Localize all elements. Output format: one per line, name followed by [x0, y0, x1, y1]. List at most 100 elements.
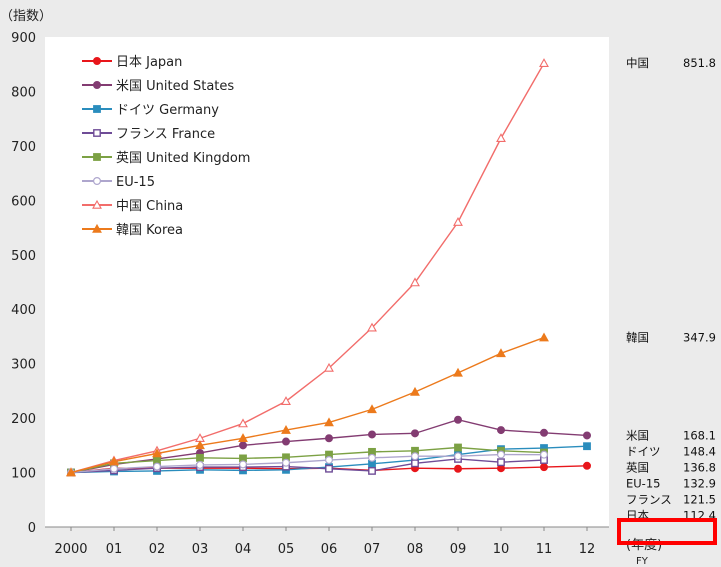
legend-swatch-marker: [92, 223, 102, 233]
data-point: [454, 415, 463, 424]
y-tick-label: 100: [11, 467, 36, 482]
end-label-value: 168.1: [683, 428, 716, 442]
data-point: [368, 453, 377, 462]
data-point: [539, 463, 548, 472]
data-point: [195, 440, 205, 450]
data-point: [453, 367, 463, 377]
data-point: [282, 437, 291, 446]
data-point: [239, 460, 248, 469]
x-tick-label: 08: [407, 542, 424, 557]
legend-item: EU-15: [82, 175, 155, 190]
end-label-value: 121.5: [683, 492, 716, 506]
legend-swatch-marker: [92, 199, 102, 209]
data-point: [454, 464, 463, 473]
plot-area: [45, 37, 609, 527]
x-tick-label: 09: [450, 542, 467, 557]
data-point: [496, 133, 506, 143]
legend-item: 中国 China: [82, 199, 183, 214]
end-label-name: 米国: [626, 428, 649, 442]
end-label: フランス 121.5: [626, 492, 716, 506]
legend-label: ドイツ Germany: [116, 103, 219, 118]
legend: 日本 Japan 米国 United States ドイツ Germany フランス …: [82, 55, 250, 238]
end-label: EU-15 132.9: [626, 476, 716, 490]
x-tick-label: 06: [321, 542, 338, 557]
legend-label: 英国 United Kingdom: [116, 151, 250, 166]
end-label-value: 148.4: [683, 444, 716, 458]
data-point: [539, 450, 548, 459]
data-point: [109, 456, 119, 466]
y-tick-label: 200: [11, 412, 36, 427]
data-point: [325, 456, 334, 465]
series-line: [70, 458, 545, 474]
data-point: [497, 426, 506, 435]
series-layer: [66, 58, 591, 477]
data-point: [238, 418, 248, 428]
y-axis: 0 100 200 300 400 500 600 700 800 900: [11, 31, 36, 536]
legend-label: 中国 China: [116, 199, 183, 214]
legend-label: 日本 Japan: [116, 55, 182, 70]
end-label: 韓国 347.9: [626, 331, 716, 345]
end-labels: 中国 851.8 韓国 347.9 米国 168.1 ドイツ 148.4 英国 136.8 EU-1…: [626, 56, 716, 522]
end-label: ドイツ 148.4: [626, 444, 716, 458]
end-label-value: 347.9: [683, 331, 716, 345]
y-tick-label: 900: [11, 31, 36, 46]
legend-label: EU-15: [116, 175, 155, 190]
data-point: [454, 452, 463, 461]
data-point: [152, 448, 162, 458]
data-point: [196, 460, 205, 469]
legend-label: フランス France: [116, 127, 215, 142]
x-axis: 2000 01 02 03 04 05 06 07 08 09 10 11 12: [54, 527, 595, 557]
y-tick-label: 600: [11, 194, 36, 209]
x-tick-label: 03: [192, 542, 209, 557]
x-tick-label: 10: [493, 542, 510, 557]
data-point: [497, 458, 505, 467]
y-tick-label: 0: [28, 521, 36, 536]
legend-label: 米国 United States: [116, 79, 234, 94]
x-tick-label: 11: [536, 542, 553, 557]
data-point: [239, 441, 248, 450]
x-tick-label: 02: [149, 542, 166, 557]
end-label-name: EU-15: [626, 476, 660, 490]
data-point: [367, 404, 377, 414]
data-point: [582, 461, 591, 470]
legend-item: 英国 United Kingdom: [82, 151, 250, 166]
series-line: [70, 453, 545, 474]
legend-item: 日本 Japan: [82, 55, 182, 70]
end-label: 米国 168.1: [626, 428, 716, 442]
x-axis-title-sub: FY: [636, 556, 649, 567]
data-point: [539, 58, 549, 67]
legend-swatch-marker: [93, 105, 101, 113]
legend-swatch-marker: [93, 129, 101, 137]
series-line: [70, 446, 545, 474]
legend-swatch-marker: [92, 56, 101, 65]
x-tick-label: 12: [579, 542, 596, 557]
end-label-name: 中国: [626, 56, 649, 70]
x-tick-label: 05: [278, 542, 295, 557]
x-tick-label: 01: [106, 542, 123, 557]
data-point: [539, 428, 548, 437]
data-point: [325, 434, 334, 443]
legend-swatch-marker: [92, 177, 101, 186]
data-point: [539, 332, 549, 342]
data-point: [582, 431, 591, 440]
y-axis-title: （指数）: [0, 9, 52, 24]
series-5: [66, 450, 548, 477]
legend-label: 韓国 Korea: [116, 223, 183, 238]
data-point: [410, 277, 420, 287]
legend-swatch-marker: [92, 80, 101, 89]
data-point: [282, 458, 291, 467]
end-label-name: 韓国: [626, 331, 649, 345]
data-point: [583, 442, 591, 451]
data-point: [368, 430, 377, 439]
legend-item: 韓国 Korea: [82, 223, 183, 238]
data-point: [497, 450, 506, 459]
y-tick-label: 800: [11, 85, 36, 100]
data-point: [454, 443, 462, 452]
data-point: [109, 464, 118, 473]
series-7: [66, 332, 549, 477]
data-point: [453, 216, 463, 226]
data-point: [153, 462, 162, 471]
end-label-value: 136.8: [683, 460, 716, 474]
legend-item: ドイツ Germany: [82, 103, 219, 118]
